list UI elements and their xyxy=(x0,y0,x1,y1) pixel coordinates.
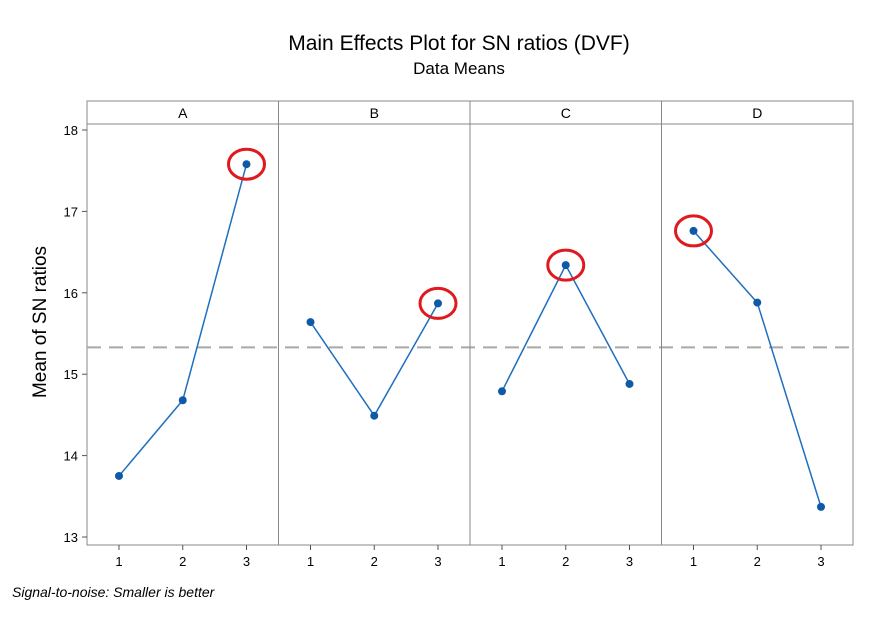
series-line-d xyxy=(692,230,822,508)
footnote: Signal-to-noise: Smaller is better xyxy=(12,584,216,600)
chart-subtitle: Data Means xyxy=(413,59,505,78)
data-point-c-2 xyxy=(561,261,570,270)
y-tick-label: 18 xyxy=(64,123,78,138)
data-point-d-2 xyxy=(753,298,762,307)
highlight-circle-d xyxy=(674,214,713,248)
data-point-d-1 xyxy=(689,226,698,235)
highlight-circle-c xyxy=(546,248,586,282)
plot-area: 13 14 15 16 17 18 A 1 2 3 B 1 2 3 C 1 2 3 D 1 2 3 xyxy=(64,100,854,569)
chart-title: Main Effects Plot for SN ratios (DVF) xyxy=(288,32,630,55)
y-tick-label: 14 xyxy=(64,449,78,464)
x-tick-label: 2 xyxy=(562,554,569,569)
x-tick-label: 1 xyxy=(307,554,314,569)
x-tick-label: 1 xyxy=(498,554,505,569)
y-tick-label: 17 xyxy=(64,204,78,219)
data-point-a-1 xyxy=(115,471,123,480)
data-point-d-3 xyxy=(817,502,825,511)
data-point-b-2 xyxy=(370,411,379,420)
x-tick-label: 3 xyxy=(434,554,441,569)
data-point-c-1 xyxy=(498,387,506,396)
x-tick-label: 2 xyxy=(179,554,186,569)
y-tick-label: 16 xyxy=(64,286,78,301)
y-tick-label: 13 xyxy=(64,530,78,545)
data-point-b-3 xyxy=(434,299,442,308)
data-point-b-1 xyxy=(306,318,315,327)
data-point-a-3 xyxy=(242,160,251,169)
x-tick-label: 2 xyxy=(371,554,378,569)
x-tick-label: 3 xyxy=(817,554,824,569)
panel-label-a: A xyxy=(178,105,188,121)
data-point-a-2 xyxy=(178,396,187,405)
panel-label-c: C xyxy=(561,105,571,121)
panel-label-b: B xyxy=(370,105,379,121)
y-tick-label: 15 xyxy=(64,367,78,382)
highlight-circle-a xyxy=(227,147,266,181)
x-tick-label: 1 xyxy=(115,554,122,569)
panel-label-d: D xyxy=(752,105,762,121)
x-tick-label: 3 xyxy=(626,554,633,569)
series-line-a xyxy=(118,163,248,477)
series-line-c xyxy=(501,263,631,392)
data-point-c-3 xyxy=(625,379,634,388)
series-line-b xyxy=(309,303,439,418)
y-axis-label: Mean of SN ratios xyxy=(30,246,51,398)
highlight-circle-b xyxy=(418,286,458,320)
x-tick-label: 1 xyxy=(690,554,697,569)
x-tick-label: 3 xyxy=(243,554,250,569)
x-tick-label: 2 xyxy=(754,554,761,569)
